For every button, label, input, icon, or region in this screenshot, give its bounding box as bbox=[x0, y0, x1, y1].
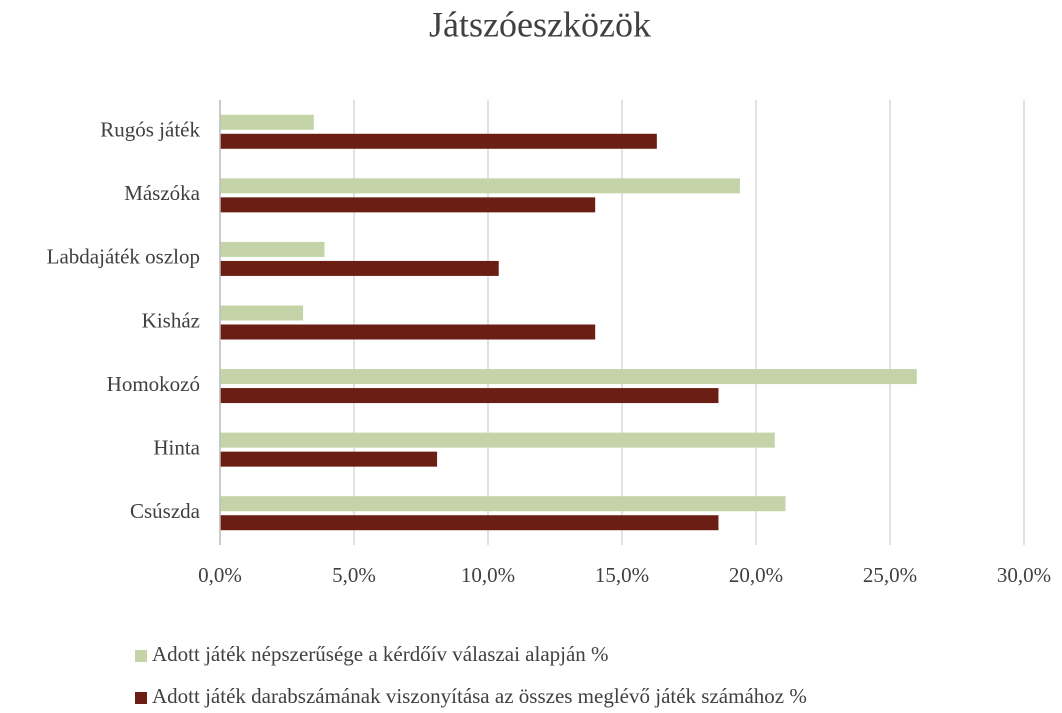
x-tick-label: 25,0% bbox=[863, 563, 917, 587]
legend-marker bbox=[135, 692, 147, 704]
bar bbox=[220, 114, 314, 130]
legend-marker bbox=[135, 650, 147, 662]
bar bbox=[220, 178, 740, 194]
x-tick-label: 15,0% bbox=[595, 563, 649, 587]
bar bbox=[220, 133, 657, 149]
x-tick-label: 5,0% bbox=[332, 563, 376, 587]
bar bbox=[220, 432, 775, 448]
bar bbox=[220, 241, 325, 257]
bar bbox=[220, 305, 304, 321]
y-tick-label: Hinta bbox=[153, 435, 200, 459]
y-tick-label: Csúszda bbox=[130, 499, 201, 523]
bar bbox=[220, 388, 719, 404]
bar bbox=[220, 369, 917, 385]
bar bbox=[220, 515, 719, 531]
bar bbox=[220, 496, 786, 512]
y-tick-label: Mászóka bbox=[124, 181, 200, 205]
y-tick-label: Rugós játék bbox=[100, 118, 200, 142]
y-tick-label: Labdajáték oszlop bbox=[47, 245, 200, 269]
bar bbox=[220, 324, 596, 340]
x-tick-label: 0,0% bbox=[198, 563, 242, 587]
x-tick-label: 30,0% bbox=[997, 563, 1051, 587]
bar bbox=[220, 197, 596, 213]
x-tick-label: 20,0% bbox=[729, 563, 783, 587]
bar bbox=[220, 260, 499, 276]
chart-title: Játszóeszközök bbox=[429, 4, 651, 44]
legend-label: Adott játék darabszámának viszonyítása a… bbox=[152, 684, 807, 708]
y-tick-label: Homokozó bbox=[107, 372, 200, 396]
x-tick-label: 10,0% bbox=[461, 563, 515, 587]
legend-label: Adott játék népszerűsége a kérdőív válas… bbox=[152, 642, 609, 666]
bar bbox=[220, 451, 438, 467]
y-tick-label: Kisház bbox=[142, 308, 200, 332]
